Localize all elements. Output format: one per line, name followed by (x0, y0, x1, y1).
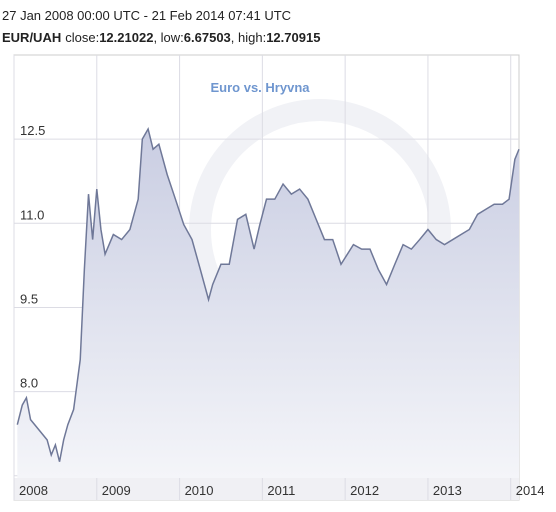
stat-value: 12.70915 (266, 30, 320, 45)
area (17, 129, 520, 479)
y-tick-label: 8.0 (20, 376, 38, 391)
y-tick-label: 9.5 (20, 291, 38, 306)
line (16, 127, 520, 462)
stat-label: , low: (153, 30, 183, 45)
x-tick-label: 2008 (19, 483, 48, 498)
x-tick-label: 2009 (102, 483, 131, 498)
chart-title: Euro vs. Hryvna (211, 80, 311, 95)
pair: EUR/UAH (2, 30, 61, 45)
axis-band (14, 478, 519, 500)
x-tick-label: 2011 (267, 483, 295, 498)
x-tick-label: 2013 (433, 483, 462, 498)
stat-label: close: (65, 30, 99, 45)
y-tick-label: 12.5 (20, 123, 45, 138)
x-tick-label: 2010 (185, 483, 214, 498)
stat-label: , high: (231, 30, 266, 45)
stat-value: 6.67503 (184, 30, 231, 45)
quote-line: EUR/UAH close:12.21022, low:6.67503, high… (2, 30, 320, 45)
x-tick-label: 2012 (350, 483, 379, 498)
subtitle: 27 Jan 2008 00:00 UTC - 21 Feb 2014 07:4… (2, 8, 291, 23)
y-tick-label: 11.0 (20, 207, 44, 222)
stat-value: 12.21022 (99, 30, 153, 45)
x-tick-label: 2014 (516, 483, 545, 498)
